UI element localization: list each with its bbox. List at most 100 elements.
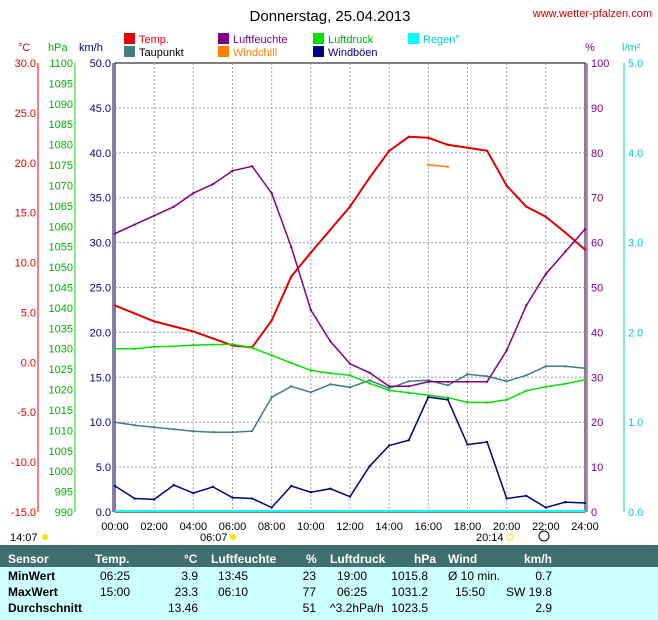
legend: Temp. Taupunkt Luftfeuchte Windchill Luf… — [124, 33, 460, 59]
time-tick-label: 04:00 — [180, 521, 208, 533]
data-point — [172, 483, 175, 487]
pressure-tick-label: 1020 — [49, 385, 73, 397]
data-point — [152, 498, 156, 501]
temp-tick-label: 15.0 — [15, 208, 36, 220]
data-point — [446, 398, 450, 401]
legend-swatch-pressure — [313, 33, 324, 44]
data-point — [211, 337, 215, 340]
legend-swatch-rain — [408, 33, 419, 44]
data-point — [250, 346, 254, 350]
rain-tick-label: 5.0 — [628, 58, 643, 70]
data-point — [427, 163, 430, 166]
data-point — [348, 495, 352, 498]
pressure-tick-label: 1090 — [49, 99, 73, 111]
data-point — [583, 248, 587, 251]
site-link[interactable]: www.wetter-pfalzen.com — [532, 8, 652, 20]
pressure-tick-label: 1075 — [49, 160, 73, 172]
data-point — [133, 497, 136, 500]
humidity-tick-label: 60 — [591, 238, 603, 250]
data-point — [290, 275, 293, 278]
data-point — [466, 146, 469, 150]
stats-humidity-value: 23 — [302, 569, 316, 583]
time-tick-label: 16:00 — [415, 521, 443, 533]
sunrise-label: 06:07 — [200, 532, 228, 544]
data-point — [564, 500, 567, 504]
data-point — [152, 214, 156, 217]
data-point — [505, 497, 508, 500]
data-point — [525, 374, 528, 377]
data-point — [387, 387, 391, 390]
wind-tick-label: 10.0 — [90, 417, 111, 429]
stats-wind-value: SW 19.8 — [505, 585, 552, 599]
data-point — [583, 378, 587, 381]
stats-wind-time: 15:50 — [455, 585, 486, 599]
data-point — [329, 372, 332, 375]
data-point — [368, 176, 371, 179]
pressure-tick-label: 1035 — [49, 323, 73, 335]
legend-label-rain: Regen° — [423, 34, 460, 46]
pressure-tick-label: 1085 — [49, 119, 73, 131]
data-point — [368, 371, 371, 375]
data-point — [427, 394, 430, 397]
legend-label-dewpoint: Taupunkt — [139, 47, 184, 59]
time-tick-label: 20:00 — [493, 521, 521, 533]
humidity-tick-label: 70 — [591, 193, 603, 205]
humidity-tick-label: 100 — [591, 58, 609, 70]
data-point — [290, 361, 293, 365]
data-point — [329, 340, 332, 343]
data-point — [133, 347, 136, 350]
pressure-tick-label: 1080 — [49, 140, 73, 152]
stats-row-label: MinWert — [8, 569, 56, 583]
data-point — [505, 380, 508, 383]
legend-swatch-temp — [124, 33, 135, 44]
stats-header-sensor: Sensor — [8, 552, 49, 566]
data-point — [485, 440, 489, 444]
wind-tick-label: 35.0 — [90, 193, 111, 205]
rain-tick-label: 3.0 — [628, 238, 643, 250]
stats-header — [0, 545, 658, 567]
data-point — [172, 205, 175, 208]
wind-tick-label: 15.0 — [90, 372, 111, 384]
time-tick-label: 12:00 — [336, 521, 364, 533]
pressure-tick-label: 1025 — [49, 364, 73, 376]
legend-label-humidity: Luftfeuchte — [233, 34, 287, 46]
data-point — [564, 231, 567, 234]
sunset-icon — [506, 533, 514, 541]
humidity-tick-label: 50 — [591, 283, 603, 295]
chart-axes: 00:00 02:00 04:00 06:00 08:00 10:00 12:00 14:00… — [11, 58, 643, 533]
data-point — [152, 345, 156, 348]
sun-markers: 14:07 06:07 20:14 — [10, 530, 550, 544]
pressure-unit-label: hPa — [48, 42, 68, 54]
stats-pressure-value: 1015.8 — [391, 569, 428, 583]
full-moon-icon — [538, 530, 550, 542]
rain-tick-label: 0.0 — [628, 507, 643, 519]
stats-header-pressure-unit: hPa — [414, 552, 437, 566]
pressure-tick-label: 1000 — [49, 466, 73, 478]
pressure-tick-label: 1095 — [49, 78, 73, 90]
data-point — [270, 396, 273, 399]
pressure-tick-label: 1055 — [49, 242, 73, 254]
chart-marks — [113, 135, 587, 512]
data-point — [525, 205, 528, 208]
stats-humidity-value: 77 — [302, 585, 316, 599]
humidity-unit-label: % — [585, 42, 595, 54]
data-point — [329, 487, 332, 490]
data-point — [485, 380, 489, 383]
data-point — [446, 396, 450, 399]
pressure-tick-label: 990 — [55, 507, 73, 519]
data-point — [270, 354, 273, 357]
data-point — [172, 427, 175, 431]
rain-tick-label: 2.0 — [628, 327, 643, 339]
stats-pressure-time: 19:00 — [337, 569, 368, 583]
data-point — [564, 382, 567, 386]
temp-unit-label: °C — [18, 42, 30, 54]
stats-pressure-time: ^3.2hPa/h — [330, 601, 384, 615]
temp-tick-label: 5.0 — [21, 307, 36, 319]
wind-tick-label: 0.0 — [96, 507, 111, 519]
time-tick-label: 24:00 — [571, 521, 599, 533]
temp-tick-label: 0.0 — [21, 357, 36, 369]
humidity-tick-label: 0 — [591, 507, 597, 519]
chart-grid — [115, 63, 585, 512]
time-tick-label: 18:00 — [454, 521, 482, 533]
wind-unit-label: km/h — [79, 42, 103, 54]
